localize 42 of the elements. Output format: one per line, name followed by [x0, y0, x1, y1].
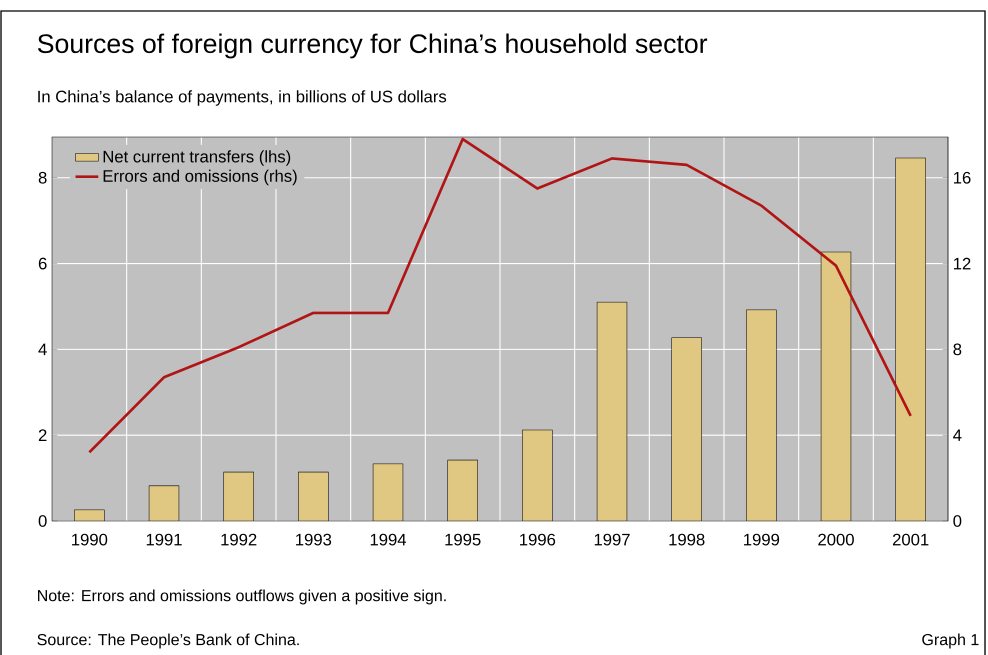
bar — [895, 158, 926, 521]
y2-tick-label: 12 — [954, 258, 970, 270]
bar — [372, 464, 404, 521]
chart-subtitle: In China’s balance of payments, in billions of US dollars — [38, 90, 446, 106]
bar — [596, 302, 628, 521]
x-tick-label: 1996 — [520, 534, 556, 546]
bar — [223, 472, 254, 521]
x-tick-label: 1997 — [594, 534, 630, 546]
x-tick-label: 1999 — [744, 534, 780, 546]
x-tick-label: 2000 — [818, 534, 854, 546]
x-tick-label: 1994 — [370, 534, 406, 546]
y2-tick-label: 8 — [953, 343, 962, 356]
y2-tick-label: 0 — [953, 515, 962, 527]
x-tick-label: 1990 — [72, 534, 108, 546]
x-tick-label: 2001 — [892, 534, 928, 546]
y-tick-label: 4 — [38, 344, 47, 356]
legend-label: Net current transfers (lhs) — [104, 150, 290, 166]
text: Note: Errors and omissions outflows given a positive sign. — [38, 590, 446, 604]
y-tick-label: 6 — [38, 258, 47, 270]
bar — [447, 460, 478, 521]
bar — [74, 510, 104, 521]
x-tick-label: 1998 — [669, 534, 704, 546]
bar — [671, 338, 702, 521]
chart-title: Sources of foreign currency for China’s household sector — [38, 34, 708, 58]
source-note: Source: The People’s Bank of China. — [37, 634, 299, 648]
bar — [820, 252, 852, 521]
bar — [298, 472, 329, 521]
caption: Graph 1 — [922, 634, 978, 648]
x-tick-label: 1993 — [296, 534, 332, 546]
x-tick-label: 1995 — [445, 534, 481, 546]
line-series — [88, 138, 912, 454]
x-tick-label: 1992 — [221, 534, 256, 546]
x-tick-label: 1991 — [146, 534, 182, 546]
bar — [522, 430, 553, 521]
y-tick-label: 2 — [38, 429, 46, 441]
y2-tick-label: 16 — [954, 172, 971, 184]
y2-tick-label: 4 — [953, 429, 962, 441]
y-tick-label: 0 — [38, 515, 47, 527]
y-tick-label: 8 — [38, 172, 47, 184]
bar — [746, 310, 777, 521]
bar — [148, 486, 180, 521]
legend-label: Errors and omissions (rhs) — [104, 170, 297, 186]
